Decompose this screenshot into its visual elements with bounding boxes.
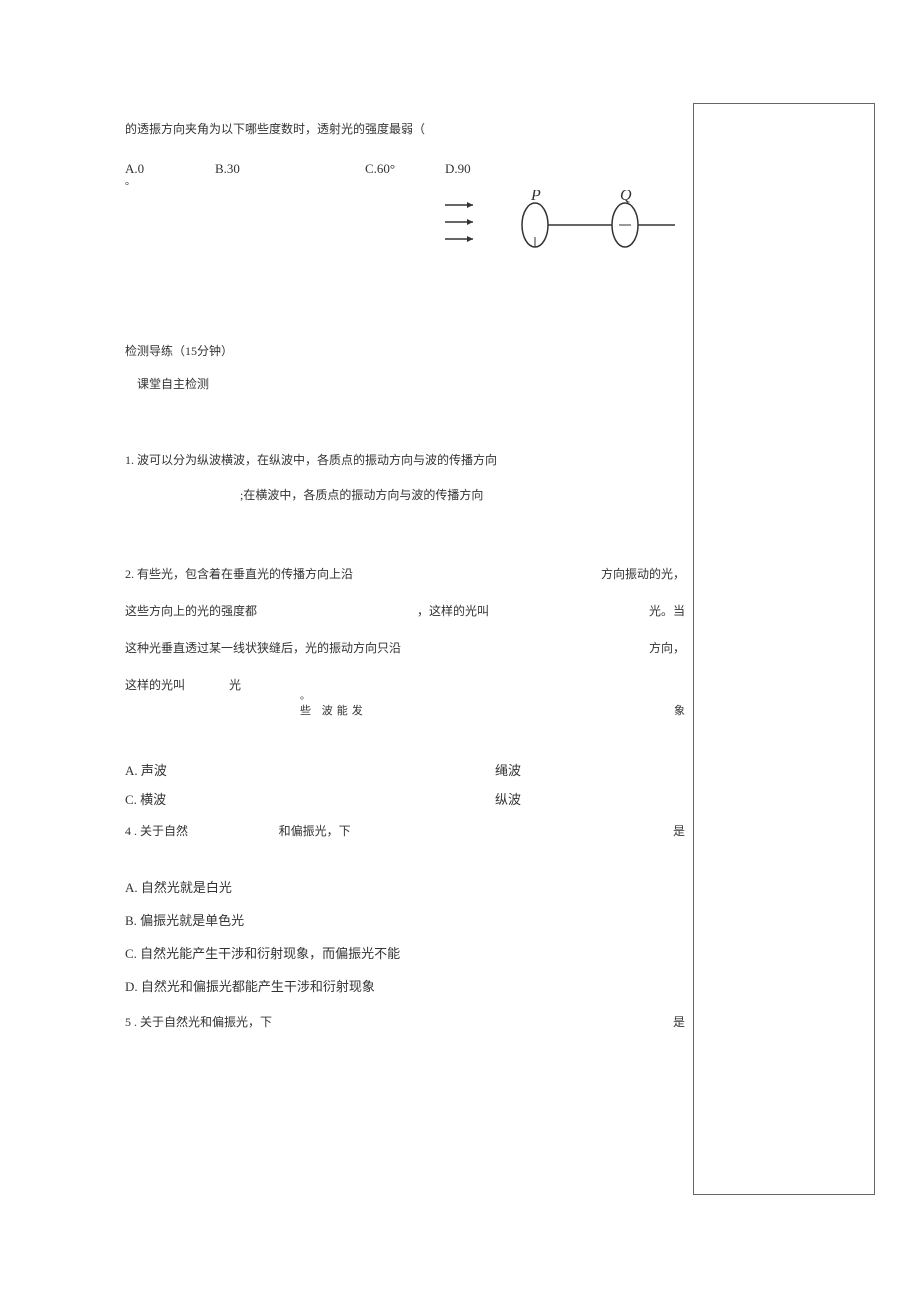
- q3-row-a: A. 声波 绳波: [125, 760, 685, 779]
- q3-a-right: 绳波: [495, 760, 615, 779]
- q4-opt-b: B. 偏振光就是单色光: [125, 910, 685, 929]
- q2-l1-right: 方向振动的光，: [601, 565, 685, 582]
- q2-l2-left: 这些方向上的光的强度都: [125, 602, 257, 619]
- q2-l1-left: 2. 有些光，包含着在垂直光的传播方向上沿: [125, 565, 353, 582]
- q4-prefix: 4 . 关于自然: [125, 822, 279, 839]
- section-header: 检测导练（15分钟）: [125, 342, 685, 361]
- q3-c-right: 纵波: [495, 789, 615, 808]
- q2-l3-right: 方向，: [649, 639, 685, 656]
- section-subheader: 课堂自主检测: [125, 375, 685, 394]
- option-b: B.30: [215, 161, 365, 177]
- option-a: A.0: [125, 161, 215, 177]
- q2-l4-left: 这样的光叫: [125, 676, 185, 693]
- q4-suffix: 是: [665, 822, 685, 839]
- q2-line3: 这种光垂直透过某一线状狭缝后，光的振动方向只沿 方向，: [125, 639, 685, 656]
- label-p: P: [530, 190, 541, 204]
- q4-opt-a: A. 自然光就是白光: [125, 877, 685, 896]
- q4-opt-d: D. 自然光和偏振光都能产生干涉和衍射现象: [125, 976, 685, 995]
- q4-question: 4 . 关于自然 和偏振光，下 是: [125, 822, 685, 839]
- option-d: D.90: [445, 161, 525, 177]
- q4-opt-c: C. 自然光能产生干涉和衍射现象，而偏振光不能: [125, 943, 685, 962]
- q3-c: C. 横波: [125, 789, 495, 808]
- q2-l2-mid: ，这样的光叫: [417, 602, 489, 619]
- intro-question: 的透振方向夹角为以下哪些度数时，透射光的强度最弱（: [125, 120, 685, 139]
- q1-text2: ;在横波中，各质点的振动方向与波的传播方向: [125, 486, 685, 505]
- q2-line2: 这些方向上的光的强度都 ，这样的光叫 光。当: [125, 602, 685, 619]
- label-q: Q: [620, 190, 632, 204]
- q2-sub-left: 些 波能发: [300, 702, 440, 718]
- q2-l3-left: 这种光垂直透过某一线状狭缝后，光的振动方向只沿: [125, 639, 401, 656]
- option-c: C.60°: [365, 161, 445, 177]
- q2-l4-mid: 光: [229, 676, 241, 693]
- q3-a: A. 声波: [125, 760, 495, 779]
- q2-l2-right: 光。当: [649, 602, 685, 619]
- q2-sub: 些 波能发 象: [125, 702, 685, 718]
- q4-mid: 和偏振光，下: [279, 822, 666, 839]
- q1-text: 1. 波可以分为纵波横波，在纵波中，各质点的振动方向与波的传播方向: [125, 451, 685, 470]
- q2-line1: 2. 有些光，包含着在垂直光的传播方向上沿 方向振动的光，: [125, 565, 685, 582]
- q3-row-c: C. 横波 纵波: [125, 789, 685, 808]
- page-content: 的透振方向夹角为以下哪些度数时，透射光的强度最弱（ A.0 B.30 C.60°…: [125, 120, 685, 1030]
- side-annotation-box: [693, 103, 875, 1195]
- q5-question: 5 . 关于自然光和偏振光，下 是: [125, 1013, 685, 1030]
- polarizer-diagram: P Q: [445, 190, 685, 265]
- intro-options: A.0 B.30 C.60° D.90: [125, 161, 685, 177]
- q5-suffix: 是: [673, 1013, 685, 1030]
- q2-l4-dot: 。: [125, 687, 685, 702]
- q2-sub-right: 象: [485, 702, 685, 718]
- q5-prefix: 5 . 关于自然光和偏振光，下: [125, 1013, 272, 1030]
